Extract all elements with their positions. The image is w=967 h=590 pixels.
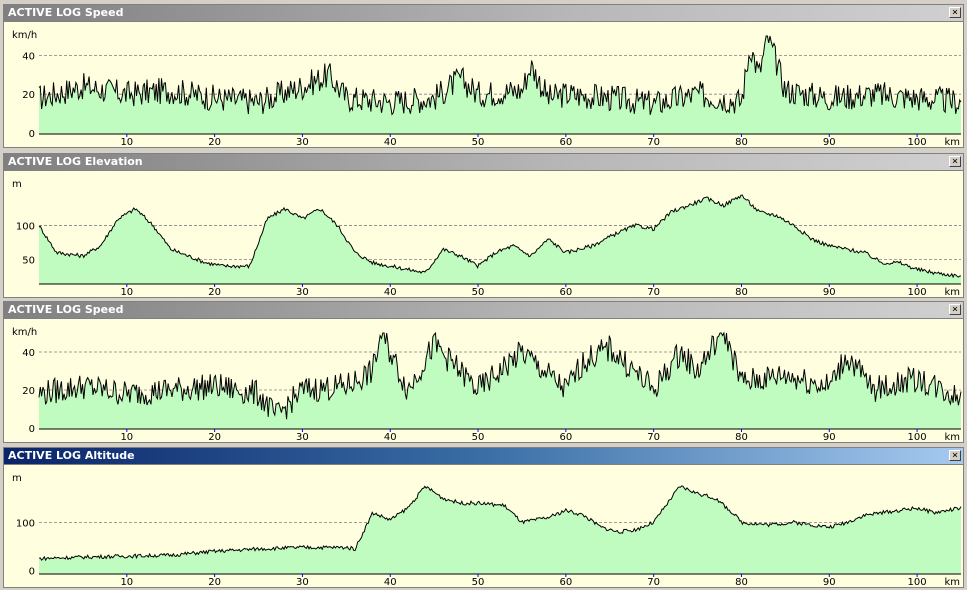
- plot-area[interactable]: km/h 0 20 40 10 20 30 40 50 60 70 80 90 100 km: [3, 22, 964, 148]
- panel-titlebar[interactable]: ACTIVE LOG Elevation ×: [3, 153, 964, 171]
- y-tick-label: 20: [22, 90, 35, 101]
- speed-chart-2: km/h 0 20 40 10 20 30 40 50 60 70 80 90 100 km: [12, 327, 962, 443]
- x-tick-label: 90: [823, 287, 836, 298]
- x-tick-label: 80: [735, 137, 748, 148]
- x-tick-label: 60: [559, 577, 572, 588]
- x-tick-label: 30: [296, 432, 309, 443]
- x-tick-label: 40: [384, 137, 397, 148]
- y-tick-label: 0: [29, 424, 35, 435]
- series-area: [39, 485, 961, 574]
- x-tick-label: 10: [120, 137, 133, 148]
- x-tick-label: 20: [208, 432, 221, 443]
- plot-area[interactable]: m 50 100 10 20 30 40 50 60 70 80 90 100 km: [3, 171, 964, 298]
- x-unit-label: km: [944, 137, 960, 148]
- panel-title: ACTIVE LOG Altitude: [8, 449, 135, 462]
- y-tick-label: 100: [16, 518, 35, 529]
- x-tick-label: 80: [735, 287, 748, 298]
- plot-area[interactable]: m 0 100 10 20 30 40 50 60 70 80 90 100 km: [3, 465, 964, 588]
- x-tick-label: 100: [908, 287, 927, 298]
- y-tick-label: 100: [16, 222, 35, 233]
- y-tick-label: 0: [29, 129, 35, 140]
- y-tick-label: 40: [22, 348, 35, 359]
- x-tick-label: 70: [647, 432, 660, 443]
- speed-chart-1: km/h 0 20 40 10 20 30 40 50 60 70 80 90 100 km: [12, 30, 962, 148]
- x-tick-label: 60: [559, 287, 572, 298]
- y-tick-label: 20: [22, 386, 35, 397]
- x-tick-label: 80: [735, 577, 748, 588]
- x-tick-label: 30: [296, 577, 309, 588]
- x-tick-label: 20: [208, 577, 221, 588]
- chart-panel-elevation: ACTIVE LOG Elevation × m 50 100 10 20 30 40 50 6…: [0, 153, 967, 298]
- chart-panel-altitude: ACTIVE LOG Altitude × m 0 100 10 20 30 40 50 60 7…: [0, 447, 967, 588]
- x-tick-label: 10: [120, 577, 133, 588]
- x-tick-label: 90: [823, 137, 836, 148]
- y-tick-label: 50: [22, 255, 35, 266]
- x-unit-label: km: [944, 432, 960, 443]
- x-tick-label: 40: [384, 432, 397, 443]
- panel-titlebar[interactable]: ACTIVE LOG Altitude ×: [3, 447, 964, 465]
- x-tick-label: 100: [908, 432, 927, 443]
- x-tick-label: 20: [208, 137, 221, 148]
- y-unit-label: m: [12, 179, 22, 190]
- x-tick-label: 80: [735, 432, 748, 443]
- x-tick-label: 40: [384, 287, 397, 298]
- x-tick-label: 10: [120, 287, 133, 298]
- chart-panel-speed-1: ACTIVE LOG Speed × km/h 0 20 40 10 20 30 40 50 60…: [0, 4, 967, 148]
- x-tick-label: 90: [823, 577, 836, 588]
- y-unit-label: m: [12, 473, 22, 484]
- x-tick-label: 90: [823, 432, 836, 443]
- x-tick-label: 30: [296, 287, 309, 298]
- chart-panel-speed-2: ACTIVE LOG Speed × km/h 0 20 40 10 20 30 40 50 60…: [0, 301, 967, 443]
- series-line: [38, 485, 962, 562]
- series-line: [38, 35, 962, 116]
- y-unit-label: km/h: [12, 30, 37, 41]
- x-tick-label: 60: [559, 432, 572, 443]
- x-tick-label: 20: [208, 287, 221, 298]
- panel-titlebar[interactable]: ACTIVE LOG Speed ×: [3, 301, 964, 319]
- y-tick-label: 40: [22, 51, 35, 62]
- x-tick-label: 100: [908, 137, 927, 148]
- series-line: [38, 331, 962, 420]
- x-tick-label: 40: [384, 577, 397, 588]
- x-unit-label: km: [944, 577, 960, 588]
- x-tick-label: 100: [908, 577, 927, 588]
- x-tick-label: 50: [472, 577, 485, 588]
- x-tick-label: 70: [647, 577, 660, 588]
- series-line: [38, 194, 962, 279]
- series-area: [39, 36, 961, 134]
- panel-title: ACTIVE LOG Speed: [8, 303, 124, 316]
- y-unit-label: km/h: [12, 327, 37, 338]
- x-tick-label: 10: [120, 432, 133, 443]
- x-tick-label: 50: [472, 137, 485, 148]
- x-tick-label: 50: [472, 287, 485, 298]
- x-tick-label: 70: [647, 137, 660, 148]
- panel-title: ACTIVE LOG Elevation: [8, 155, 143, 168]
- elevation-chart: m 50 100 10 20 30 40 50 60 70 80 90 100 km: [12, 179, 962, 298]
- close-icon[interactable]: ×: [949, 450, 961, 461]
- y-tick-label: 0: [29, 567, 35, 578]
- altitude-chart: m 0 100 10 20 30 40 50 60 70 80 90 100 km: [12, 473, 962, 588]
- series-area: [39, 333, 961, 429]
- x-tick-label: 50: [472, 432, 485, 443]
- plot-area[interactable]: km/h 0 20 40 10 20 30 40 50 60 70 80 90 100 km: [3, 319, 964, 443]
- x-tick-label: 30: [296, 137, 309, 148]
- panel-titlebar[interactable]: ACTIVE LOG Speed ×: [3, 4, 964, 22]
- panel-title: ACTIVE LOG Speed: [8, 6, 124, 19]
- x-tick-label: 60: [559, 137, 572, 148]
- close-icon[interactable]: ×: [949, 304, 961, 315]
- series-area: [39, 195, 961, 284]
- x-tick-label: 70: [647, 287, 660, 298]
- close-icon[interactable]: ×: [949, 7, 961, 18]
- close-icon[interactable]: ×: [949, 156, 961, 167]
- x-unit-label: km: [944, 287, 960, 298]
